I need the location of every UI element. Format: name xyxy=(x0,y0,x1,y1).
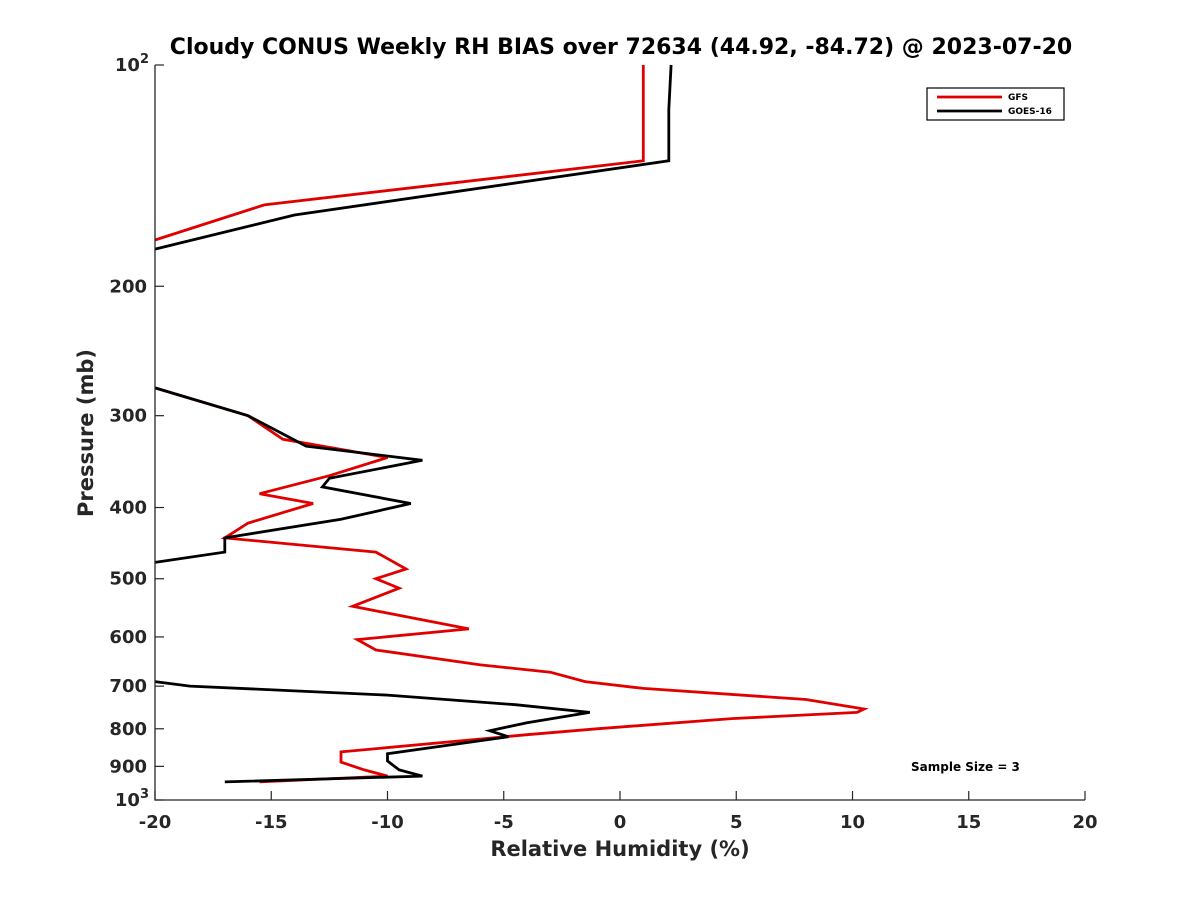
x-tick-label: 20 xyxy=(1072,812,1097,833)
sample-size-annotation: Sample Size = 3 xyxy=(911,760,1020,774)
x-axis-label: Relative Humidity (%) xyxy=(490,837,749,861)
x-tick-label: -5 xyxy=(494,812,514,833)
legend-label-gfs: GFS xyxy=(1008,93,1028,103)
legend: GFS GOES-16 xyxy=(926,87,1065,121)
series-gfs-line-2 xyxy=(154,386,869,784)
y-axis-ticks: 200 300 400 500 600 700 800 900 102 103 xyxy=(109,52,164,811)
y-tick-label-power: 102 xyxy=(115,52,149,76)
x-tick-label: 5 xyxy=(730,812,743,833)
y-tick-label: 800 xyxy=(109,719,147,740)
x-tick-label: -20 xyxy=(139,812,172,833)
y-tick-label: 900 xyxy=(109,756,147,777)
x-tick-label: -10 xyxy=(371,812,404,833)
y-axis-label: Pressure (mb) xyxy=(74,349,98,517)
y-tick-label: 700 xyxy=(109,676,147,697)
x-axis-ticks: -20 -15 -10 -5 0 5 10 15 20 xyxy=(139,791,1098,833)
series-goes16-line-3 xyxy=(154,680,591,784)
x-tick-label: 10 xyxy=(840,812,865,833)
y-tick-label: 500 xyxy=(109,569,147,590)
y-tick-label: 200 xyxy=(109,276,147,297)
series-layer xyxy=(154,64,869,784)
series-gfs-line-1 xyxy=(154,65,645,242)
legend-box xyxy=(926,87,1065,121)
y-tick-label: 400 xyxy=(109,498,147,519)
x-tick-label: -15 xyxy=(255,812,288,833)
x-tick-label: 0 xyxy=(614,812,627,833)
chart-title: Cloudy CONUS Weekly RH BIAS over 72634 (… xyxy=(170,35,1072,60)
series-goes16-line-1 xyxy=(154,64,673,251)
legend-label-goes16: GOES-16 xyxy=(1008,107,1052,117)
x-tick-label: 15 xyxy=(956,812,981,833)
y-tick-label: 300 xyxy=(109,406,147,427)
series-goes16-line-2 xyxy=(154,386,423,564)
y-tick-label: 600 xyxy=(109,627,147,648)
y-tick-label-power: 103 xyxy=(115,787,149,811)
